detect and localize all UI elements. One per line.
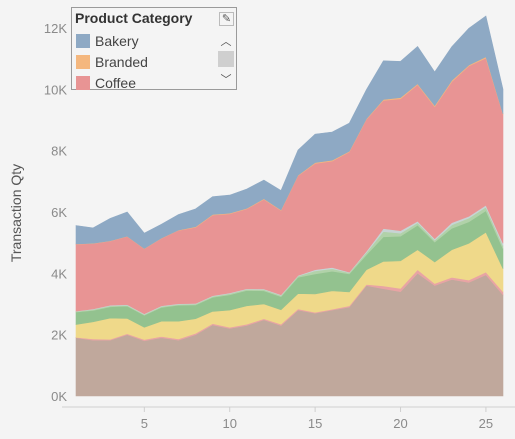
legend-item-coffee[interactable]: Coffee <box>76 74 136 92</box>
y-tick-label: 12K <box>44 21 67 36</box>
legend-swatch <box>76 55 90 69</box>
x-tick-label: 20 <box>393 416 407 431</box>
area-series-bakery[interactable] <box>75 15 504 249</box>
y-tick-label: 2K <box>51 328 67 343</box>
legend-swatch <box>76 34 90 48</box>
y-tick-label: 8K <box>51 144 67 159</box>
x-tick-label: 5 <box>141 416 148 431</box>
y-tick-label: 10K <box>44 82 67 97</box>
edit-pencil-icon[interactable]: ✎ <box>219 12 234 26</box>
y-axis-title: Transaction Qty <box>8 164 24 262</box>
x-axis-ticks: 5 10 15 20 25 <box>141 407 493 431</box>
y-tick-label: 6K <box>51 205 67 220</box>
legend-label: Coffee <box>95 75 136 91</box>
x-tick-label: 25 <box>479 416 493 431</box>
y-axis-ticks: 0K 2K 4K 6K 8K 10K 12K <box>44 21 67 404</box>
legend-scrollbar-thumb[interactable] <box>218 51 234 67</box>
legend-item-bakery[interactable]: Bakery <box>76 32 139 50</box>
x-tick-label: 10 <box>222 416 236 431</box>
y-tick-label: 4K <box>51 266 67 281</box>
x-tick-label: 15 <box>308 416 322 431</box>
legend-label: Bakery <box>95 33 139 49</box>
scroll-up-icon[interactable]: ︿ <box>220 36 232 48</box>
legend-label: Branded <box>95 54 148 70</box>
legend-panel[interactable]: Product Category ✎ Bakery Branded Coffee… <box>71 7 237 92</box>
legend-item-branded[interactable]: Branded <box>76 53 148 71</box>
stacked-areas <box>75 15 504 397</box>
legend-swatch <box>76 76 90 90</box>
legend-title: Product Category <box>75 10 193 26</box>
y-tick-label: 0K <box>51 389 67 404</box>
scroll-down-icon[interactable]: ﹀ <box>220 74 232 86</box>
